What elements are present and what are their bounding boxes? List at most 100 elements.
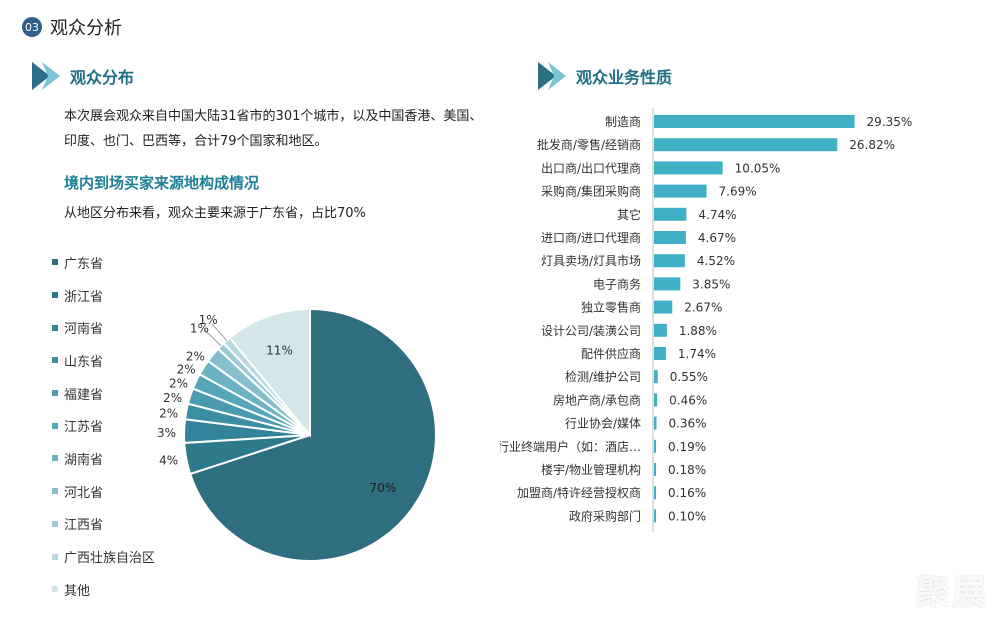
legend-label: 湖南省	[64, 452, 104, 468]
pie-data-label: 2%	[163, 391, 182, 405]
bar-category-label: 配件供应商	[581, 346, 641, 361]
legend-item: 山东省	[52, 344, 155, 377]
bar-value-label: 4.52%	[697, 254, 735, 268]
legend-swatch	[52, 586, 58, 593]
legend-item: 河北省	[52, 475, 155, 508]
bar-value-label: 0.18%	[668, 463, 706, 477]
bar-category-label: 政府采购部门	[569, 508, 641, 523]
legend-label: 福建省	[64, 387, 104, 403]
legend-label: 河北省	[64, 485, 104, 501]
bar	[654, 231, 686, 244]
pie-slice	[228, 307, 311, 438]
legend-label: 浙江省	[64, 289, 104, 305]
legend-item: 湖南省	[52, 442, 155, 475]
pie-slice	[188, 307, 437, 562]
pie-leader-line	[211, 323, 227, 341]
bar-value-label: 1.88%	[679, 324, 717, 338]
legend-swatch	[52, 520, 58, 527]
bar-category-label: 加盟商/特许经营授权商	[517, 485, 641, 500]
bar-category-label: 制造商	[605, 114, 641, 129]
pie-section-title: 境内到场买家来源地构成情况	[64, 174, 260, 192]
bar	[654, 370, 658, 384]
bar-value-label: 0.55%	[670, 370, 708, 384]
bar-category-label: 行业协会/媒体	[565, 416, 641, 431]
intro-paragraph: 本次展会观众来自中国大陆31省市的301个城市，以及中国香港、美国、印度、也门、…	[64, 109, 483, 149]
bar	[654, 207, 687, 221]
legend-item: 河南省	[52, 311, 155, 344]
bar-value-label: 10.05%	[735, 161, 781, 175]
bar-category-label: 行业终端用户（如：酒店…	[500, 439, 641, 454]
pie-data-label: 2%	[159, 406, 178, 420]
bar-value-label: 0.36%	[668, 417, 706, 431]
pie-data-label: 1%	[190, 321, 209, 335]
bar-category-label: 进口商/进口代理商	[541, 230, 641, 245]
legend-swatch	[52, 553, 58, 560]
bar-chart: 制造商 29.35% 批发商/零售/经销商 26.82% 出口商/出口代理商 10.05%…	[500, 108, 913, 532]
bar-category-label: 电子商务	[593, 276, 641, 291]
bar-value-label: 0.10%	[668, 509, 706, 523]
bar	[654, 486, 656, 500]
bar-category-label: 批发商/零售/经销商	[537, 137, 641, 152]
watermark-logo: 聚展	[916, 573, 988, 613]
bar-value-label: 29.35%	[867, 115, 913, 129]
bar-value-label: 7.69%	[719, 185, 757, 199]
bar	[654, 393, 658, 407]
legend-item: 广东省	[52, 246, 155, 279]
bar-value-label: 26.82%	[849, 138, 895, 152]
bar-category-label: 出口商/出口代理商	[541, 160, 641, 175]
pie-chart: 70%4%3%2%2%2%2%2%1%1%11%	[157, 307, 437, 562]
section-header: 03 观众分析	[22, 14, 122, 40]
legend-item: 江西省	[52, 508, 155, 541]
bar	[654, 277, 681, 291]
legend-swatch	[52, 455, 58, 462]
legend-swatch	[52, 390, 58, 397]
legend-swatch	[52, 488, 58, 495]
bar-category-label: 采购商/集团采购商	[541, 184, 641, 199]
bar-category-label: 灯具卖场/灯具市场	[541, 253, 641, 268]
legend-label: 广东省	[64, 256, 104, 272]
bar	[654, 161, 723, 175]
bar	[654, 416, 657, 430]
pie-legend: 广东省浙江省河南省山东省福建省江苏省湖南省河北省江西省广西壮族自治区其他	[52, 246, 155, 606]
pie-leader-line	[205, 330, 222, 347]
bar	[654, 347, 666, 360]
bar	[654, 463, 656, 476]
bar-category-label: 楼宇/物业管理机构	[541, 462, 641, 477]
legend-label: 江西省	[64, 518, 104, 534]
legend-item: 其他	[52, 573, 155, 606]
bar	[654, 509, 656, 523]
bar	[654, 184, 707, 198]
bar-value-label: 0.19%	[668, 440, 706, 454]
bar	[654, 323, 667, 337]
legend-label: 江苏省	[64, 420, 104, 436]
legend-item: 广西壮族自治区	[52, 540, 155, 573]
legend-swatch	[52, 292, 58, 299]
pie-data-label: 11%	[266, 343, 293, 357]
bar-value-label: 0.16%	[668, 486, 706, 500]
legend-label: 山东省	[64, 354, 104, 370]
legend-swatch	[52, 422, 58, 429]
left-heading-text: 观众分布	[70, 68, 135, 87]
legend-item: 浙江省	[52, 279, 155, 312]
legend-label: 其他	[64, 583, 91, 599]
pie-data-label: 2%	[186, 350, 205, 364]
pie-data-label: 1%	[199, 313, 218, 327]
bar-category-label: 设计公司/装潢公司	[541, 324, 641, 338]
arrow-chevron-icon	[538, 62, 566, 90]
bar-value-label: 3.85%	[692, 277, 730, 291]
bar-value-label: 2.67%	[684, 301, 722, 315]
bar-category-label: 检测/维护公司	[565, 369, 641, 384]
bar-value-label: 4.67%	[698, 231, 736, 245]
bar	[654, 300, 673, 314]
bar	[654, 254, 685, 268]
pie-section-desc: 从地区分布来看，观众主要来源于广东省，占比70%	[64, 206, 366, 221]
right-heading-text: 观众业务性质	[576, 68, 673, 87]
section-title: 观众分析	[50, 18, 122, 39]
legend-swatch	[52, 324, 58, 331]
bar-category-label: 其它	[617, 207, 641, 222]
pie-data-label: 4%	[159, 454, 178, 468]
bar-value-label: 0.46%	[669, 393, 707, 407]
bar	[654, 439, 656, 453]
bar-category-label: 房地产商/承包商	[553, 392, 641, 407]
bar	[654, 138, 838, 152]
